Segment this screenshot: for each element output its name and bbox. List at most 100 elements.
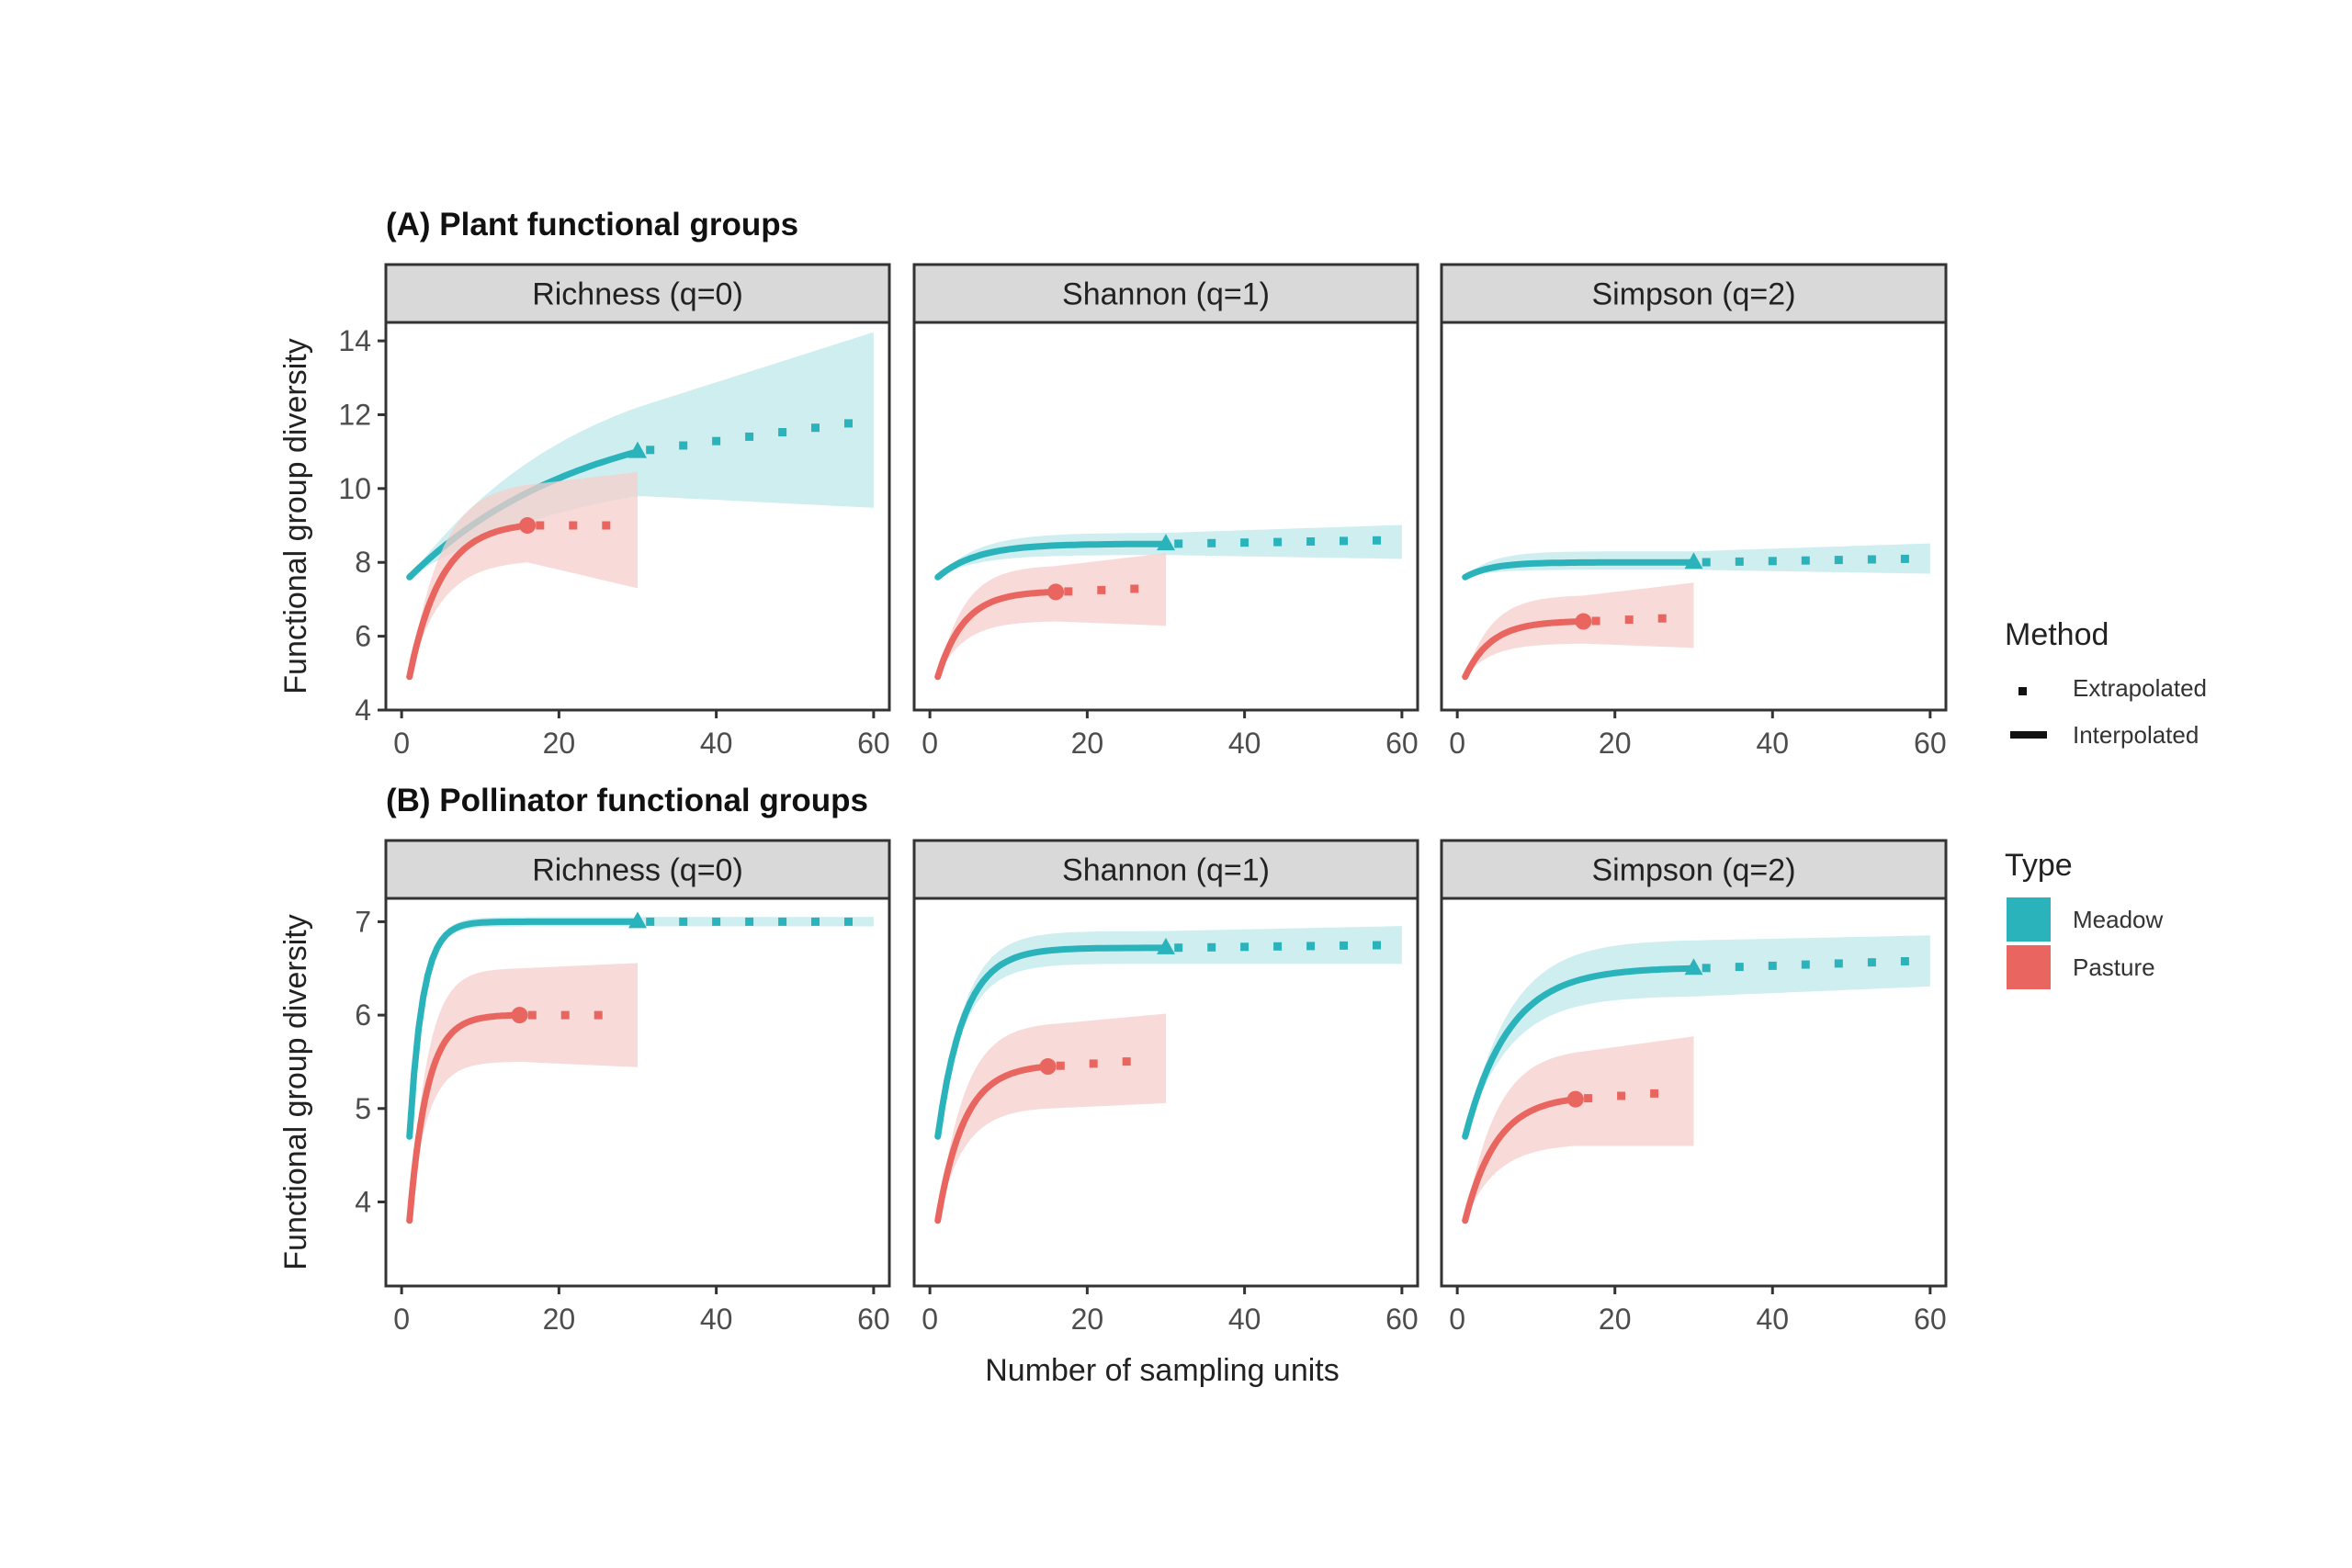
- panel-simpson-q-2: Simpson (q=2) 0 20 40 60: [1440, 263, 1948, 760]
- extrapolated-point: [1273, 537, 1283, 547]
- extrapolated-point: [679, 441, 688, 450]
- extrapolated-point: [1624, 615, 1634, 625]
- legend-interpolated-label: Interpolated: [2073, 721, 2199, 749]
- strip: [1440, 839, 1948, 900]
- extrapolated-point: [1735, 557, 1744, 566]
- strip: [384, 839, 891, 900]
- observed-marker: [519, 517, 537, 535]
- y-tick-label: 5: [355, 1092, 371, 1125]
- legend-method-title: Method: [2005, 617, 2109, 652]
- extrapolated-point: [1801, 960, 1810, 969]
- x-tick-label: 60: [1914, 1303, 1947, 1336]
- x-tick-label: 40: [700, 727, 733, 760]
- panel-border: [384, 897, 891, 1288]
- series-meadow: [934, 525, 1402, 581]
- y-tick-label: 6: [355, 998, 371, 1032]
- confidence-band: [937, 553, 1166, 677]
- extrapolated-point: [1768, 557, 1777, 566]
- legend-method: Method Extrapolated Interpolated: [2005, 617, 2207, 749]
- strip-label: Simpson (q=2): [1591, 277, 1795, 312]
- interpolated-line: [406, 1011, 524, 1224]
- x-tick-label: 20: [1071, 1303, 1104, 1336]
- plot-area: [914, 322, 1418, 710]
- extrapolated-point: [1834, 556, 1843, 565]
- x-tick-label: 0: [393, 727, 410, 760]
- observed-marker: [1684, 552, 1703, 570]
- confidence-band: [409, 963, 638, 1221]
- series-meadow: [1462, 543, 1930, 581]
- extrapolated-point: [1735, 963, 1744, 972]
- extrapolated-point: [712, 436, 721, 446]
- series-meadow: [1462, 935, 1930, 1140]
- interpolated-line: [406, 522, 531, 681]
- interpolated-line: [934, 944, 1170, 1140]
- extrapolated-point: [1834, 959, 1843, 968]
- series-pasture: [406, 471, 638, 681]
- interpolated-line: [934, 588, 1059, 681]
- extrapolated-point: [1900, 957, 1909, 965]
- extrapolated-point: [1130, 584, 1139, 593]
- x-tick-label: 40: [700, 1303, 733, 1336]
- observed-marker: [511, 1007, 528, 1024]
- extrapolated-point: [536, 521, 545, 530]
- extrapolated-point: [844, 917, 853, 926]
- extrapolated-point: [1273, 942, 1283, 951]
- interpolated-line: [934, 540, 1170, 581]
- interpolated-line: [1462, 1096, 1579, 1224]
- x-tick-label: 60: [1385, 1303, 1419, 1336]
- extrapolated-point: [1584, 1094, 1593, 1103]
- strip: [912, 839, 1419, 900]
- panel-richness-q-0: Richness (q=0) 0 20 40 60 4 6 8 10 12 14: [338, 263, 891, 760]
- interpolated-line: [406, 918, 641, 1140]
- x-tick-label: 40: [1228, 1303, 1261, 1336]
- x-tick-label: 0: [922, 727, 938, 760]
- observed-marker: [1575, 613, 1592, 630]
- legend-type: Type Meadow Pasture: [2005, 848, 2163, 989]
- extrapolated-point: [1702, 558, 1711, 567]
- row-2: (B) Pollinator functional groups Function…: [278, 783, 1948, 1336]
- x-tick-label: 60: [857, 727, 890, 760]
- confidence-band: [937, 1013, 1166, 1221]
- series-pasture: [1462, 1036, 1694, 1224]
- panel-richness-q-0: Richness (q=0) 0 20 40 60 4 5 6 7: [355, 839, 891, 1336]
- extrapolated-point: [1340, 536, 1348, 546]
- observed-marker: [628, 911, 647, 929]
- y-tick-label: 4: [355, 694, 371, 727]
- extrapolated-point: [1801, 556, 1810, 565]
- extrapolated-point: [1122, 1057, 1131, 1066]
- observed-marker: [1047, 583, 1065, 601]
- legend-meadow-swatch: [2007, 897, 2051, 942]
- chart-rows: (A) Plant functional groups Functional gr…: [278, 207, 1948, 1336]
- extrapolated-point: [811, 917, 820, 926]
- extrapolated-point: [1240, 538, 1250, 547]
- extrapolated-point: [1373, 941, 1381, 950]
- extrapolated-point: [1591, 616, 1600, 626]
- panel-border: [1440, 321, 1948, 712]
- extrapolated-point: [1174, 539, 1183, 548]
- x-tick-label: 20: [1599, 727, 1632, 760]
- strip-label: Shannon (q=1): [1062, 853, 1270, 888]
- x-tick-label: 60: [857, 1303, 890, 1336]
- strip-label: Richness (q=0): [532, 853, 743, 888]
- extrapolated-point: [1373, 536, 1381, 545]
- x-tick-label: 60: [1914, 727, 1947, 760]
- extrapolated-point: [745, 432, 754, 441]
- confidence-band: [409, 471, 638, 677]
- extrapolated-point: [1900, 554, 1909, 563]
- y-tick-label: 10: [338, 472, 371, 505]
- extrapolated-point: [1340, 941, 1348, 950]
- extrapolated-point: [778, 917, 787, 926]
- x-tick-label: 20: [1071, 727, 1104, 760]
- y-tick-label: 4: [355, 1185, 371, 1218]
- x-tick-label: 0: [1449, 1303, 1465, 1336]
- x-tick-label: 20: [543, 727, 576, 760]
- plot-area: [386, 898, 889, 1286]
- extrapolated-point: [1174, 943, 1183, 953]
- legend-extrapolated-label: Extrapolated: [2073, 674, 2207, 702]
- extrapolated-point: [811, 423, 820, 433]
- extrapolated-point: [646, 446, 655, 455]
- extrapolated-point: [1867, 555, 1876, 564]
- legend-type-title: Type: [2005, 848, 2073, 883]
